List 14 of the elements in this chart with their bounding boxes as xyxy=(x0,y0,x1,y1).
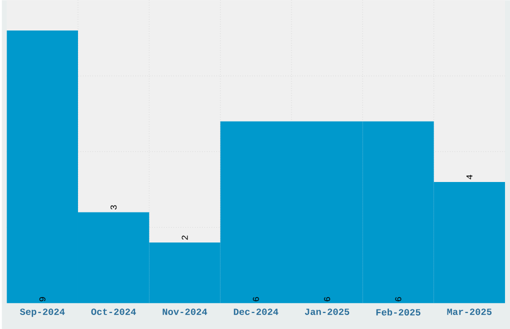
x-tick-label: Mar-2025 xyxy=(447,308,492,315)
x-tick-label: Sep-2024 xyxy=(20,308,65,317)
data-label: 4 xyxy=(466,174,472,180)
x-tick-label: Dec-2024 xyxy=(234,308,278,315)
x-tick-label: Nov-2024 xyxy=(162,308,208,315)
data-label: 2 xyxy=(182,236,188,240)
data-label: 6 xyxy=(395,297,402,302)
x-tick-label: Jan-2025 xyxy=(304,308,350,315)
data-label: 6 xyxy=(252,297,259,302)
x-tick-label: Oct-2024 xyxy=(91,308,136,315)
data-label: 9 xyxy=(39,297,46,302)
data-label: 3 xyxy=(110,205,117,210)
data-label: 6 xyxy=(324,297,330,302)
x-tick-label: Feb-2025 xyxy=(376,308,420,316)
